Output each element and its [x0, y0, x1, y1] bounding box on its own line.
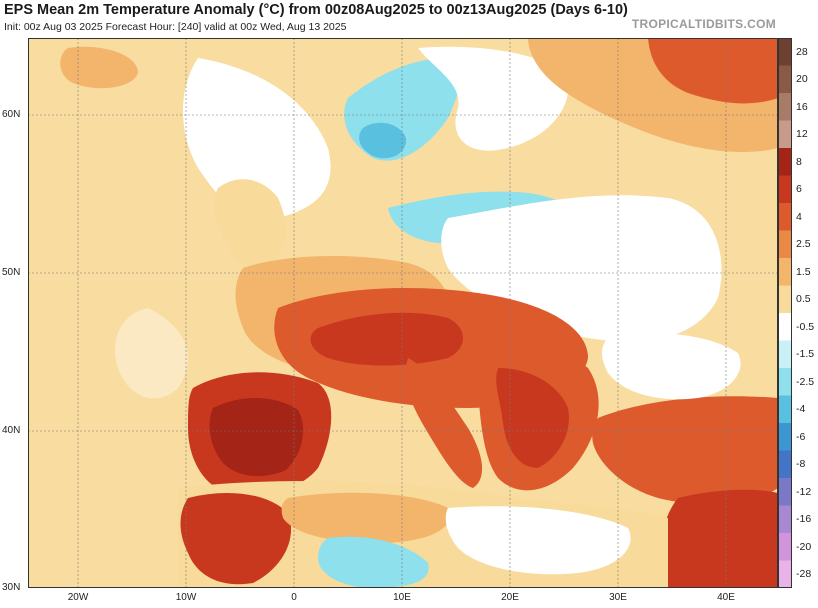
colorbar-swatch	[778, 285, 792, 314]
scandinavia-white	[418, 46, 569, 151]
colorbar-label: 4	[796, 210, 802, 223]
colorbar-label: -8	[796, 458, 806, 471]
colorbar-label: -1.5	[796, 348, 815, 361]
colorbar-label: -20	[796, 540, 812, 553]
alps-very-hot	[310, 312, 463, 366]
lon-label-20w: 20W	[67, 592, 89, 603]
map-subtitle: Init: 00z Aug 03 2025 Forecast Hour: [24…	[4, 21, 347, 33]
colorbar-swatch	[778, 120, 792, 149]
norway-cool	[359, 122, 407, 159]
colorbar-swatch	[778, 450, 792, 479]
middle-east-very-hot	[661, 489, 778, 588]
colorbar-label: 6	[796, 183, 802, 196]
colorbar-swatch	[778, 65, 792, 94]
colorbar-swatch	[778, 478, 792, 506]
colorbar-swatch	[778, 423, 792, 451]
colorbar-swatch	[778, 203, 792, 231]
brand-label: TROPICALTIDBITS.COM	[631, 17, 776, 31]
lat-label-60n: 60N	[2, 109, 21, 120]
algeria-warm	[281, 492, 450, 543]
libya-neutral	[445, 506, 631, 575]
lat-label-40n: 40N	[2, 425, 21, 436]
colorbar-label: 2.5	[796, 238, 811, 251]
lon-label-30e: 30E	[609, 592, 627, 603]
colorbar-swatch	[778, 38, 792, 66]
lon-label-40e: 40E	[717, 592, 735, 603]
colorbar	[778, 38, 792, 588]
lon-label-0: 0	[291, 592, 297, 603]
morocco-hot	[180, 493, 292, 585]
colorbar-swatch	[778, 395, 792, 424]
colorbar-swatch	[778, 258, 792, 286]
temperature-anomaly-map	[28, 38, 778, 588]
colorbar-swatch	[778, 93, 792, 121]
graticule	[28, 38, 778, 588]
colorbar-swatch	[778, 313, 792, 341]
atlantic-neutral-zone	[183, 58, 331, 220]
lat-label-50n: 50N	[2, 267, 21, 278]
colorbar-label: 20	[796, 73, 808, 86]
iceland-warm	[60, 46, 138, 89]
colorbar-swatch	[778, 230, 792, 259]
colorbar-swatch	[778, 340, 792, 369]
colorbar-label: 28	[796, 45, 808, 58]
italy-hot	[405, 358, 483, 488]
colorbar-label: -0.5	[796, 320, 815, 333]
balkans-very-hot	[496, 368, 569, 468]
lon-label-10e: 10E	[393, 592, 411, 603]
colorbar-label: 16	[796, 100, 808, 113]
map-title: EPS Mean 2m Temperature Anomaly (°C) fro…	[4, 2, 628, 18]
colorbar-label: 12	[796, 128, 808, 141]
colorbar-swatch	[778, 148, 792, 176]
colorbar-label: -28	[796, 568, 812, 581]
colorbar-label: -4	[796, 403, 806, 416]
lat-label-30n: 30N	[2, 582, 21, 593]
colorbar-swatch	[778, 175, 792, 204]
colorbar-swatch	[778, 560, 792, 588]
colorbar-swatch	[778, 368, 792, 396]
colorbar-swatch	[778, 505, 792, 534]
atlantic-neutral-zone-2	[114, 308, 188, 399]
lon-label-20e: 20E	[501, 592, 519, 603]
lon-label-10w: 10W	[175, 592, 197, 603]
colorbar-label: -2.5	[796, 375, 815, 388]
colorbar-label: -16	[796, 513, 812, 526]
north-russia-hot	[648, 38, 778, 104]
colorbar-label: -12	[796, 485, 812, 498]
iberia-core	[209, 398, 304, 477]
colorbar-label: 8	[796, 155, 802, 168]
colorbar-swatch	[778, 533, 792, 561]
colorbar-label: 0.5	[796, 293, 811, 306]
colorbar-label: 1.5	[796, 265, 811, 278]
sahara-cool	[318, 536, 429, 588]
colorbar-label: -6	[796, 430, 806, 443]
turkey-hot	[592, 396, 778, 505]
british-isles-land	[214, 179, 286, 269]
black-sea-neutral	[602, 333, 741, 400]
